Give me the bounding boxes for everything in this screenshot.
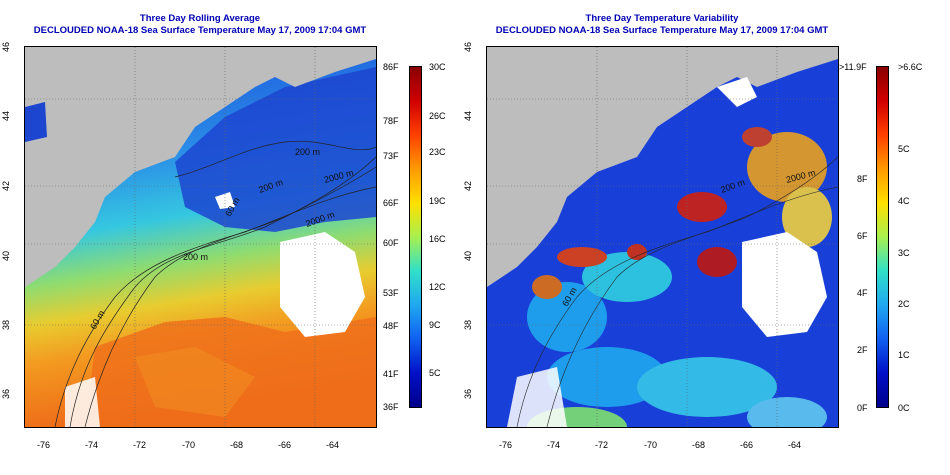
left-lat-44: 44 <box>1 110 12 122</box>
left-cbar-c-26: 26C <box>429 111 446 121</box>
right-cbar-c-max: >6.6C <box>898 62 923 72</box>
right-cbar-c-2: 2C <box>898 299 910 309</box>
left-contour-200m-c: 200 m <box>295 147 320 157</box>
left-map-graphic: 2000 m 200 m 60 m 200 m 60 m 200 m 2000 … <box>25 47 376 427</box>
right-lon--76: -76 <box>499 440 513 450</box>
left-lat-42: 42 <box>1 180 12 192</box>
left-cbar-f-60: 60F <box>383 238 399 248</box>
right-lat-38: 38 <box>463 319 474 331</box>
right-cbar-f-8: 8F <box>857 174 868 184</box>
left-lat-38: 38 <box>1 319 12 331</box>
right-lat-40: 40 <box>463 250 474 262</box>
right-cbar-f-0: 0F <box>857 403 868 413</box>
right-lat-36: 36 <box>463 388 474 400</box>
right-cbar-c-5: 5C <box>898 144 910 154</box>
right-colorbar <box>876 66 889 408</box>
left-colorbar <box>409 66 422 408</box>
left-contour-200m-b: 200 m <box>183 252 208 262</box>
left-cbar-c-9: 9C <box>429 320 441 330</box>
left-cbar-c-30: 30C <box>429 62 446 72</box>
left-cbar-f-53: 53F <box>383 288 399 298</box>
right-cbar-f-max: >11.9F <box>839 62 867 72</box>
left-cbar-c-23: 23C <box>429 147 446 157</box>
left-cbar-c-12: 12C <box>429 282 446 292</box>
right-cbar-c-0: 0C <box>898 403 910 413</box>
left-lon--72: -72 <box>133 440 147 450</box>
left-title-line2: DECLOUDED NOAA-18 Sea Surface Temperatur… <box>33 25 367 36</box>
left-cbar-f-73: 73F <box>383 151 399 161</box>
right-lon--68: -68 <box>692 440 706 450</box>
right-cbar-c-1: 1C <box>898 350 910 360</box>
left-lon--66: -66 <box>278 440 292 450</box>
left-cbar-c-19: 19C <box>429 196 446 206</box>
right-map-graphic: 2000 m 200 m 60 m <box>487 47 838 427</box>
left-cbar-f-66: 66F <box>383 198 399 208</box>
left-lon--68: -68 <box>230 440 244 450</box>
left-cbar-f-48: 48F <box>383 321 399 331</box>
right-lat-46: 46 <box>463 41 474 53</box>
right-cbar-f-2: 2F <box>857 345 868 355</box>
right-lon--66: -66 <box>740 440 754 450</box>
right-lon--70: -70 <box>644 440 658 450</box>
right-lon--74: -74 <box>547 440 561 450</box>
left-lon--76: -76 <box>37 440 51 450</box>
right-title-line1: Three Day Temperature Variability <box>585 13 739 24</box>
left-cbar-f-36: 36F <box>383 402 399 412</box>
right-land <box>487 47 717 282</box>
left-cbar-f-78: 78F <box>383 116 399 126</box>
left-lat-36: 36 <box>1 388 12 400</box>
right-lat-44: 44 <box>463 110 474 122</box>
right-cbar-c-3: 3C <box>898 248 910 258</box>
left-sst-map[interactable]: 2000 m 200 m 60 m 200 m 60 m 200 m 2000 … <box>24 46 377 428</box>
left-cbar-c-16: 16C <box>429 234 446 244</box>
left-cbar-f-41: 41F <box>383 369 399 379</box>
left-lon--74: -74 <box>85 440 99 450</box>
left-cbar-c-5: 5C <box>429 368 441 378</box>
right-cbar-c-4: 4C <box>898 196 910 206</box>
left-lat-40: 40 <box>1 250 12 262</box>
right-cbar-f-6: 6F <box>857 231 868 241</box>
right-lon--72: -72 <box>595 440 609 450</box>
left-cbar-f-86: 86F <box>383 62 399 72</box>
left-lon--70: -70 <box>182 440 196 450</box>
right-title-line2: DECLOUDED NOAA-18 Sea Surface Temperatur… <box>495 25 829 36</box>
left-title-line1: Three Day Rolling Average <box>139 13 261 24</box>
right-lat-42: 42 <box>463 180 474 192</box>
left-lon--64: -64 <box>326 440 340 450</box>
right-lon--64: -64 <box>788 440 802 450</box>
left-lat-46: 46 <box>1 41 12 53</box>
right-cbar-f-4: 4F <box>857 288 868 298</box>
left-land <box>25 47 255 282</box>
right-variability-map[interactable]: 2000 m 200 m 60 m <box>486 46 839 428</box>
